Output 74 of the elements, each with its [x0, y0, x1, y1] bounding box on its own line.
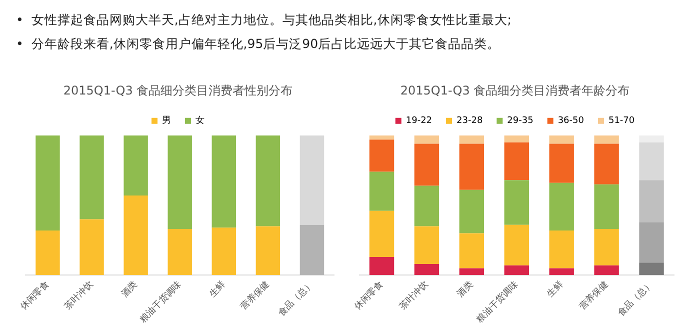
bar [124, 196, 148, 276]
bar [594, 144, 619, 184]
bar [459, 233, 484, 268]
x-tick-label: 食品（总） [616, 279, 656, 319]
x-tick-label: 茶叶冲饮 [62, 279, 96, 312]
legend-label: 19-22 [406, 116, 432, 126]
legend-label: 女 [196, 115, 204, 126]
bar [459, 190, 484, 234]
legend-label: 36-50 [558, 116, 584, 126]
bar [549, 268, 574, 276]
text: • 女性撑起食品网购大半天,占绝对主力地位。与其他品类相比,休闲零食女性比重最大; [16, 11, 512, 29]
bar [549, 144, 574, 183]
bar [549, 182, 574, 230]
bar [414, 226, 440, 264]
x-tick-label: 生鲜 [207, 279, 228, 300]
x-tick-label: 酒类 [454, 279, 476, 300]
x-tick-label: 茶叶冲饮 [397, 279, 430, 312]
bar [639, 135, 664, 142]
x-tick-label: 生鲜 [544, 279, 566, 300]
bar [369, 135, 394, 140]
bar [594, 135, 619, 144]
bar [414, 264, 440, 276]
x-tick-label: 食品（总） [276, 279, 316, 319]
bar [594, 229, 619, 266]
bar [504, 142, 529, 180]
bar [504, 180, 529, 225]
text: • 分年龄段来看,休闲零食用户偏年轻化,95后与泛90后占比远远大于其它食品品类。 [16, 35, 502, 53]
bar [414, 135, 440, 144]
legend-label: 29-35 [507, 116, 534, 126]
bar [459, 144, 484, 190]
bar [212, 228, 236, 276]
x-tick-label: 营养保健 [577, 279, 610, 312]
legend-label: 51-70 [608, 116, 635, 126]
bar [549, 135, 574, 144]
bar [300, 224, 324, 276]
x-tick-label: 粮油干货调味 [474, 279, 520, 325]
bar [369, 140, 394, 172]
chart-title: 2015Q1-Q3 食品细分类目消费者年龄分布 [400, 83, 630, 98]
x-tick-label: 酒类 [119, 279, 140, 300]
bar [504, 265, 529, 276]
bar [80, 135, 104, 220]
bar [300, 135, 324, 225]
bar [504, 135, 529, 142]
bar [369, 257, 394, 276]
bar [80, 219, 104, 276]
x-tick-label: 粮油干货调味 [138, 279, 184, 325]
legend-label: 男 [162, 115, 171, 126]
bar [414, 144, 440, 186]
bar [168, 229, 192, 276]
bar [369, 210, 394, 258]
bar [639, 180, 664, 222]
bar [36, 230, 60, 276]
bar [594, 184, 619, 230]
bar [168, 135, 192, 230]
bar [639, 262, 664, 276]
bar [594, 265, 619, 276]
bar [549, 230, 574, 268]
bar [414, 186, 440, 226]
bar [459, 268, 484, 276]
legend-label: 23-28 [456, 116, 483, 126]
bar [36, 135, 60, 230]
bar [124, 135, 148, 196]
bar [639, 222, 664, 263]
bar [369, 172, 394, 211]
bar [256, 226, 280, 276]
bar [212, 135, 236, 228]
bar [459, 135, 484, 144]
x-tick-label: 休闲零食 [18, 279, 52, 312]
bar [639, 142, 664, 180]
x-tick-label: 休闲零食 [352, 279, 386, 312]
bar [256, 135, 280, 226]
bar [504, 224, 529, 266]
chart-title: 2015Q1-Q3 食品细分类目消费者性别分布 [63, 83, 293, 98]
x-tick-label: 营养保健 [238, 279, 272, 312]
